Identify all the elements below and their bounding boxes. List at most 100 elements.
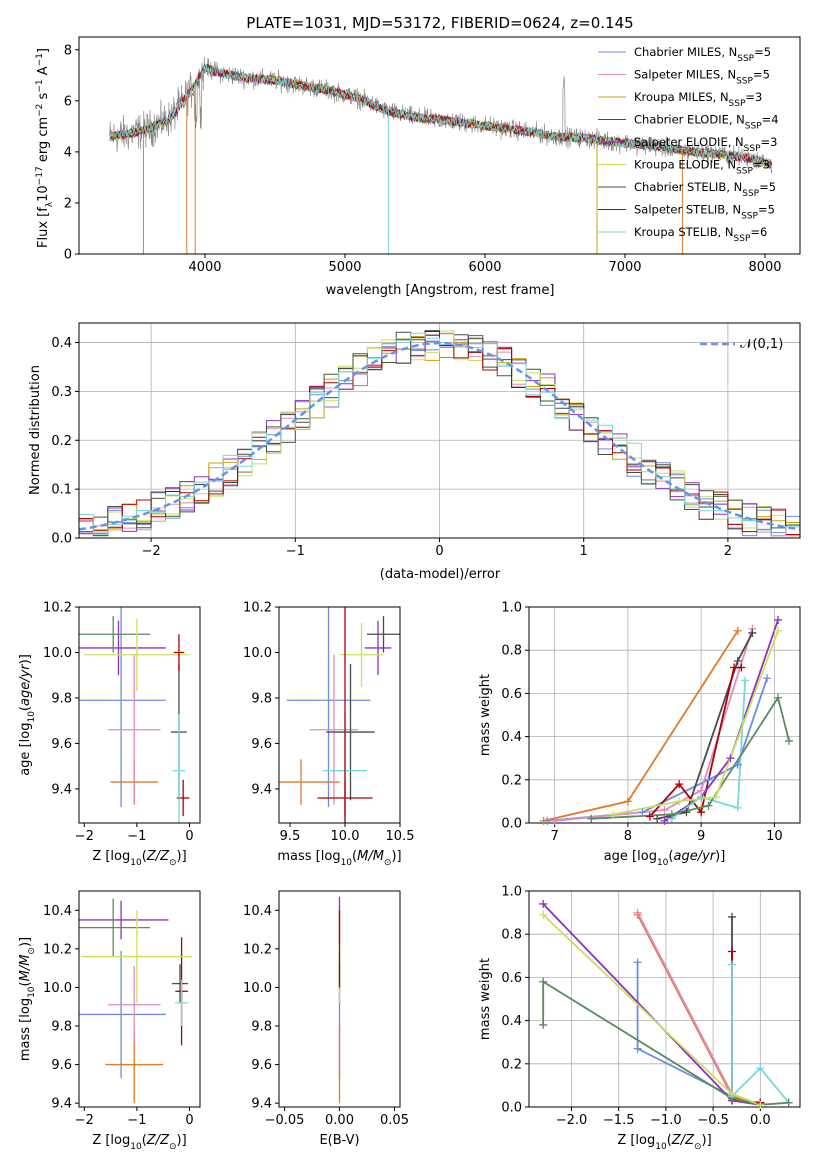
x-tick-label: 1 bbox=[580, 544, 588, 559]
weight-marker bbox=[728, 960, 737, 969]
plot-area bbox=[79, 898, 193, 1104]
y-tick-label: 0.3 bbox=[51, 385, 72, 400]
weight-marker bbox=[660, 816, 669, 825]
x-tick-label: 0.05 bbox=[380, 1113, 409, 1128]
weight-marker bbox=[785, 736, 794, 745]
axes-3: 9.5 10.0 10.5 9.4 9.6 9.8 10.0 10.2 mass [log10(… bbox=[243, 601, 414, 869]
weight-marker bbox=[748, 628, 757, 637]
plot-area bbox=[109, 56, 773, 254]
x-tick-label: −1 bbox=[127, 1113, 146, 1128]
x-tick-label: −1 bbox=[286, 544, 305, 559]
weight-marker bbox=[728, 947, 737, 956]
weight-marker bbox=[675, 797, 684, 806]
x-tick-label: −2 bbox=[75, 829, 94, 844]
y-tick-label: 0.4 bbox=[501, 1014, 522, 1029]
y-tick-label: 0.2 bbox=[501, 1057, 522, 1072]
legend-entry: Salpeter ELODIE, NSSP=3 bbox=[634, 135, 777, 154]
x-tick-label: 10 bbox=[766, 829, 783, 844]
weight-line bbox=[671, 680, 746, 820]
x-tick-label: 0.0 bbox=[750, 1113, 771, 1128]
x-tick-label: 0 bbox=[435, 544, 443, 559]
y-tick-label: 0.2 bbox=[501, 773, 522, 788]
y-tick-label: 9.4 bbox=[51, 1097, 72, 1112]
x-axis-label: E(B-V) bbox=[319, 1133, 359, 1148]
legend-entry: Kroupa MILES, NSSP=3 bbox=[634, 90, 762, 109]
y-tick-label: 6 bbox=[64, 94, 72, 109]
legend: Chabrier MILES, NSSP=5 Salpeter MILES, NS… bbox=[598, 45, 779, 244]
weight-line bbox=[731, 964, 790, 1104]
y-tick-label: 10.2 bbox=[243, 601, 272, 616]
y-tick-label: 10.4 bbox=[43, 904, 72, 919]
y-tick-label: 0.0 bbox=[501, 817, 522, 832]
axes-frame bbox=[78, 606, 201, 824]
weight-marker bbox=[550, 816, 559, 825]
x-tick-label: 6000 bbox=[468, 260, 501, 275]
weight-marker bbox=[645, 812, 654, 821]
x-tick-label: 5000 bbox=[328, 260, 361, 275]
weight-marker bbox=[730, 663, 739, 672]
legend-entry: Chabrier MILES, NSSP=5 bbox=[634, 45, 771, 64]
y-tick-label: 9.8 bbox=[251, 691, 272, 706]
y-tick-label: 0.8 bbox=[501, 928, 522, 943]
weight-marker bbox=[539, 910, 548, 919]
legend-entry: 𝒩(0,1) bbox=[740, 337, 783, 352]
weight-marker bbox=[623, 797, 632, 806]
x-tick-label: 7000 bbox=[608, 260, 641, 275]
y-tick-label: 10.0 bbox=[243, 981, 272, 996]
axes-1: −2 −1 0 1 2 0.0 0.1 0.2 0.3 0.4 (data-model)/error… bbox=[28, 322, 801, 582]
x-axis-label: age [log10(age/yr)] bbox=[604, 849, 726, 868]
y-tick-label: 4 bbox=[64, 145, 72, 160]
y-axis-label: mass weight bbox=[478, 958, 493, 1040]
weight-marker bbox=[784, 1098, 793, 1107]
weight-marker bbox=[697, 808, 706, 817]
x-tick-label: 2 bbox=[724, 544, 732, 559]
axes-frame bbox=[78, 36, 801, 255]
legend-entry: Salpeter MILES, NSSP=5 bbox=[634, 68, 770, 87]
legend-entry: Salpeter STELIB, NSSP=5 bbox=[634, 203, 775, 222]
weight-marker bbox=[539, 1020, 548, 1029]
weight-marker bbox=[737, 663, 746, 672]
y-tick-label: 9.4 bbox=[251, 1097, 272, 1112]
weight-marker bbox=[733, 803, 742, 812]
plot-area bbox=[279, 607, 400, 823]
y-tick-label: 2 bbox=[64, 196, 72, 211]
x-tick-label: −0.05 bbox=[265, 1113, 305, 1128]
x-tick-label: −1 bbox=[127, 829, 146, 844]
y-tick-label: 10.2 bbox=[43, 601, 72, 616]
legend-entry: Chabrier STELIB, NSSP=5 bbox=[634, 180, 776, 199]
x-tick-label: 7 bbox=[550, 829, 558, 844]
y-tick-label: 10.2 bbox=[43, 942, 72, 957]
weight-marker bbox=[728, 912, 737, 921]
y-tick-label: 9.4 bbox=[51, 782, 72, 797]
x-tick-label: 8 bbox=[624, 829, 632, 844]
model-fit-line bbox=[109, 63, 773, 168]
y-tick-label: 0.0 bbox=[501, 1101, 522, 1116]
y-tick-label: 9.8 bbox=[251, 1020, 272, 1035]
y-tick-label: 0.6 bbox=[501, 687, 522, 702]
weight-marker bbox=[756, 1064, 765, 1073]
x-tick-label: 9 bbox=[697, 829, 705, 844]
x-tick-label: 0 bbox=[185, 829, 193, 844]
x-tick-label: 8000 bbox=[748, 260, 781, 275]
weight-marker bbox=[756, 1100, 765, 1109]
y-axis-label: mass [log10(M/M⊙)] bbox=[18, 937, 37, 1061]
weight-marker bbox=[667, 810, 676, 819]
y-tick-label: 0.4 bbox=[501, 730, 522, 745]
weight-marker bbox=[733, 626, 742, 635]
weight-marker bbox=[653, 814, 662, 823]
x-tick-label: 4000 bbox=[188, 260, 221, 275]
y-tick-label: 9.8 bbox=[51, 691, 72, 706]
weight-marker bbox=[539, 899, 548, 908]
y-tick-label: 0 bbox=[64, 248, 72, 263]
weight-marker bbox=[660, 806, 669, 815]
y-axis-label: mass weight bbox=[478, 674, 493, 756]
weight-marker bbox=[728, 1090, 737, 1099]
y-tick-label: 10.0 bbox=[43, 646, 72, 661]
weight-marker bbox=[697, 793, 706, 802]
y-tick-label: 10.4 bbox=[243, 904, 272, 919]
weight-marker bbox=[704, 775, 713, 784]
weight-marker bbox=[774, 693, 783, 702]
x-axis-label: wavelength [Angstrom, rest frame] bbox=[326, 283, 555, 298]
weight-marker bbox=[682, 808, 691, 817]
